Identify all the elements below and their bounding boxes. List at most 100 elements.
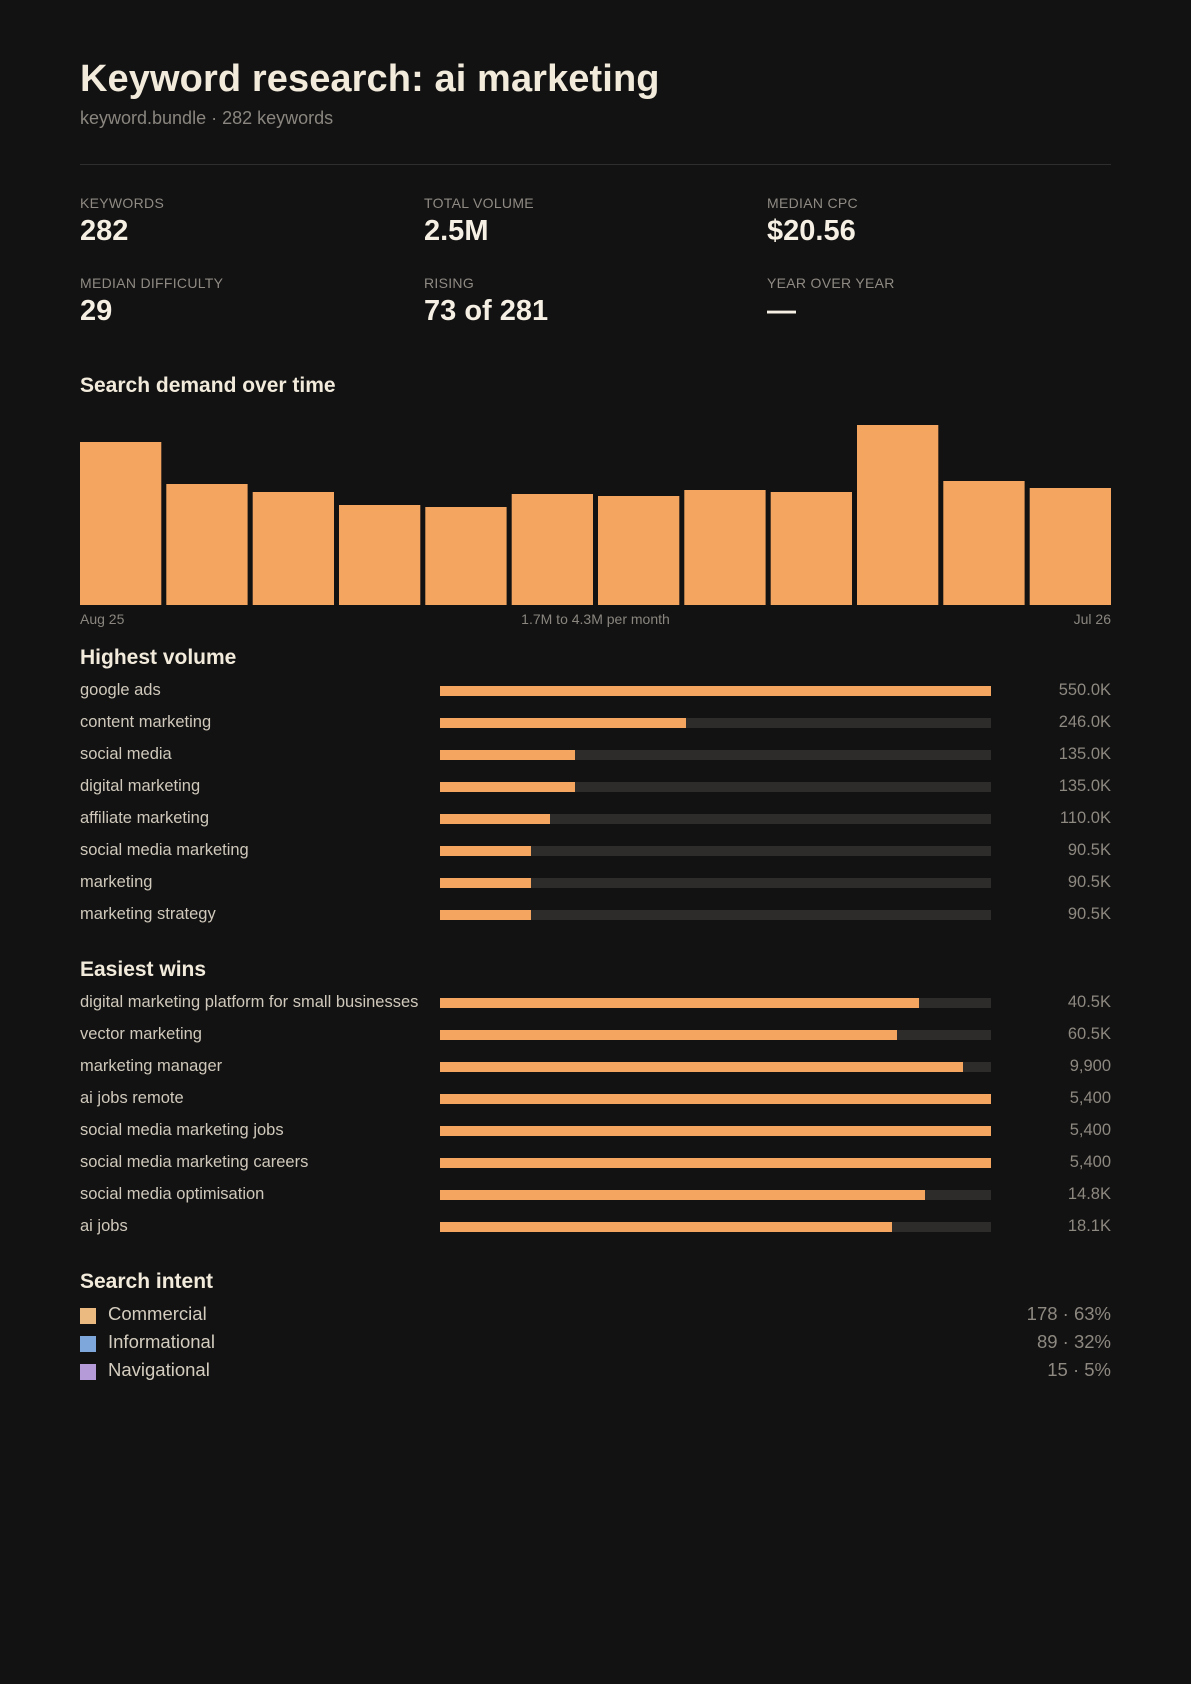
stat-value: — (767, 295, 796, 327)
intent-row-informational: Informational 89 · 32% (80, 1329, 1111, 1357)
keyword-volume: 135.0K (1058, 777, 1111, 795)
section-title-demand: Search demand over time (80, 374, 336, 397)
keyword-name: content marketing (80, 713, 212, 731)
keyword-volume: 90.5K (1067, 873, 1111, 891)
keyword-name: ai jobs (80, 1217, 128, 1235)
bar-fill (440, 1030, 898, 1040)
keyword-volume: 14.8K (1067, 1185, 1111, 1203)
informational-swatch (80, 1336, 96, 1352)
divider (80, 164, 1111, 165)
keyword-row: ai jobs 18.1K (80, 1211, 1111, 1243)
easiest-wins-list: digital marketing platform for small bus… (80, 987, 1111, 1243)
keyword-volume: 40.5K (1067, 993, 1111, 1011)
bar-track (440, 718, 991, 728)
page-subtitle: keyword.bundle · 282 keywords (80, 108, 334, 128)
keyword-volume: 5,400 (1069, 1153, 1111, 1171)
intent-value: 15 · 5% (1047, 1359, 1111, 1380)
demand-bar (80, 442, 162, 605)
axis-start-label: Aug 25 (80, 611, 125, 627)
stat-year-over-year: YEAR OVER YEAR — (767, 275, 1087, 328)
keyword-volume: 9,900 (1069, 1057, 1111, 1075)
keyword-volume: 246.0K (1058, 713, 1111, 731)
keyword-row: digital marketing platform for small bus… (80, 987, 1111, 1019)
stat-label: MEDIAN DIFFICULTY (80, 275, 224, 291)
stat-keywords: KEYWORDS 282 (80, 195, 400, 248)
highest-volume-list: google ads 550.0K content marketing 246.0K s… (80, 675, 1111, 931)
bar-fill (440, 910, 531, 920)
keyword-name: digital marketing platform for small bus… (80, 993, 419, 1011)
bar-track (440, 1190, 991, 1200)
bar-fill (440, 846, 531, 856)
bar-track (440, 686, 991, 696)
bar-track (440, 1030, 991, 1040)
stat-label: KEYWORDS (80, 195, 165, 211)
intent-name: Commercial (108, 1303, 207, 1324)
bar-fill (440, 686, 991, 696)
keyword-name: social media marketing jobs (80, 1121, 284, 1139)
intent-legend: Commercial 178 · 63% Informational 89 · … (80, 1301, 1111, 1385)
stat-value: 29 (80, 295, 113, 327)
stat-rising: RISING 73 of 281 (424, 275, 744, 328)
bar-fill (440, 1062, 964, 1072)
bar-track (440, 1062, 991, 1072)
stat-label: MEDIAN CPC (767, 195, 858, 211)
bar-fill (440, 1190, 925, 1200)
keyword-volume: 135.0K (1058, 745, 1111, 763)
section-title-easiest: Easiest wins (80, 958, 207, 981)
keyword-volume: 5,400 (1069, 1089, 1111, 1107)
stat-label: YEAR OVER YEAR (767, 275, 895, 291)
keyword-row: social media marketing careers 5,400 (80, 1147, 1111, 1179)
demand-bar (425, 507, 507, 605)
axis-range-label: 1.7M to 4.3M per month (521, 611, 670, 627)
keyword-name: marketing manager (80, 1057, 223, 1075)
bar-fill (440, 718, 687, 728)
bar-fill (440, 878, 531, 888)
section-title-intent: Search intent (80, 1270, 214, 1293)
bar-fill (440, 782, 575, 792)
keyword-name: social media marketing (80, 841, 249, 859)
keyword-row: ai jobs remote 5,400 (80, 1083, 1111, 1115)
keyword-name: social media marketing careers (80, 1153, 309, 1171)
keyword-row: marketing 90.5K (80, 867, 1111, 899)
demand-bar-chart (80, 425, 1111, 605)
keyword-row: marketing manager 9,900 (80, 1051, 1111, 1083)
intent-name: Navigational (108, 1359, 210, 1380)
demand-bar (166, 484, 248, 605)
intent-row-navigational: Navigational 15 · 5% (80, 1357, 1111, 1385)
intent-name: Informational (108, 1331, 215, 1352)
intent-value: 178 · 63% (1026, 1303, 1111, 1324)
bar-track (440, 846, 991, 856)
section-title-highest: Highest volume (80, 646, 237, 669)
demand-bar (770, 492, 852, 605)
demand-bar (943, 481, 1025, 605)
demand-bar (598, 496, 680, 605)
demand-bar (684, 490, 766, 605)
stat-median-cpc: MEDIAN CPC $20.56 (767, 195, 1087, 248)
stat-value: 73 of 281 (424, 295, 549, 327)
keyword-name: ai jobs remote (80, 1089, 184, 1107)
keyword-row: marketing strategy 90.5K (80, 899, 1111, 931)
navigational-swatch (80, 1364, 96, 1380)
bar-fill (440, 1126, 991, 1136)
keyword-row: affiliate marketing 110.0K (80, 803, 1111, 835)
keyword-volume: 60.5K (1067, 1025, 1111, 1043)
bar-track (440, 1126, 991, 1136)
demand-bar (857, 425, 939, 605)
bar-track (440, 1222, 991, 1232)
demand-bar (339, 505, 421, 605)
keyword-name: vector marketing (80, 1025, 202, 1043)
keyword-row: vector marketing 60.5K (80, 1019, 1111, 1051)
keyword-row: social media marketing 90.5K (80, 835, 1111, 867)
stat-total-volume: TOTAL VOLUME 2.5M (424, 195, 744, 248)
bar-track (440, 878, 991, 888)
bar-fill (440, 750, 575, 760)
keyword-row: google ads 550.0K (80, 675, 1111, 707)
keyword-row: digital marketing 135.0K (80, 771, 1111, 803)
keyword-name: google ads (80, 681, 161, 699)
demand-bar (511, 494, 593, 605)
keyword-name: affiliate marketing (80, 809, 210, 827)
axis-end-label: Jul 26 (1073, 611, 1111, 627)
commercial-swatch (80, 1308, 96, 1324)
keyword-volume: 110.0K (1059, 809, 1111, 827)
